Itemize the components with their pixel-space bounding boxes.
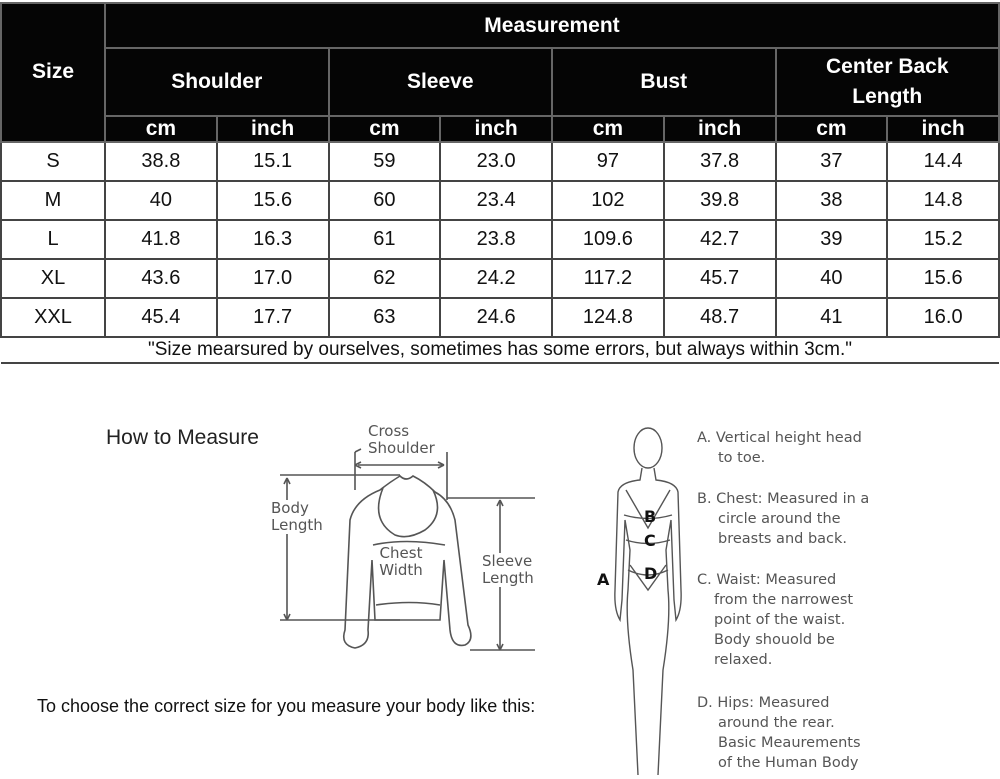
table-row: S 38.8 15.1 59 23.0 97 37.8 37 14.4 [0, 141, 1000, 182]
chest-width-label: Chest Width [379, 544, 423, 579]
value-cell: 24.6 [439, 297, 553, 338]
table-row: L 41.8 16.3 61 23.8 109.6 42.7 39 15.2 [0, 219, 1000, 260]
value-cell: 37.8 [662, 141, 777, 182]
unit-header: cm [104, 115, 218, 143]
size-cell: M [0, 180, 106, 221]
legend-text: from the narrowest point of the waist. B… [714, 592, 854, 668]
legend-text: around the rear. Basic Meaurements of th… [718, 715, 861, 771]
value-cell: 15.6 [215, 180, 330, 221]
value-cell: 102 [551, 180, 665, 221]
group-header: Bust [551, 47, 777, 117]
size-note: "Size mearsured by ourselves, sometimes … [1, 336, 999, 364]
unit-header: cm [327, 115, 442, 143]
size-table: Size Measurement Shoulder Sleeve Bust Ce… [0, 2, 1000, 364]
size-cell: XL [0, 258, 106, 299]
value-cell: 124.8 [551, 297, 665, 338]
value-cell: 37 [774, 141, 889, 182]
value-cell: 15.2 [886, 219, 1000, 260]
sleeve-length-label: Sleeve Length [482, 553, 542, 587]
value-cell: 62 [327, 258, 442, 299]
group-header: Shoulder [104, 47, 330, 117]
legend-b: B. Chest: Measured in a circle around the… [697, 489, 897, 549]
value-cell: 43.6 [104, 258, 218, 299]
size-cell: L [0, 219, 106, 260]
value-cell: 97 [551, 141, 665, 182]
value-cell: 109.6 [551, 219, 665, 260]
value-cell: 16.0 [886, 297, 1000, 338]
legend-a: A. Vertical height head to toe. [697, 428, 897, 468]
legend-d: D. Hips: Measured around the rear. Basic … [697, 693, 897, 773]
value-cell: 40 [104, 180, 218, 221]
value-cell: 14.4 [886, 141, 1000, 182]
value-cell: 48.7 [662, 297, 777, 338]
legend-text: to toe. [718, 450, 766, 466]
value-cell: 23.4 [439, 180, 553, 221]
body-length-label: Body Length [271, 500, 331, 534]
body-figure-diagram [614, 427, 682, 776]
table-row: M 40 15.6 60 23.4 102 39.8 38 14.8 [0, 180, 1000, 221]
legend-head: D. Hips: Measured [697, 695, 830, 711]
unit-header: cm [774, 115, 889, 143]
size-cell: XXL [0, 297, 106, 338]
unit-header: inch [886, 115, 1000, 143]
value-cell: 24.2 [439, 258, 553, 299]
measurement-header: Measurement [104, 2, 1000, 49]
table-row: XL 43.6 17.0 62 24.2 117.2 45.7 40 15.6 [0, 258, 1000, 299]
value-cell: 14.8 [886, 180, 1000, 221]
value-cell: 60 [327, 180, 442, 221]
legend-head: C. Waist: Measured [697, 572, 837, 588]
size-cell: S [0, 141, 106, 182]
sweater-diagram [280, 448, 535, 651]
value-cell: 15.6 [886, 258, 1000, 299]
legend-c: C. Waist: Measured from the narrowest poi… [697, 570, 897, 670]
value-cell: 41.8 [104, 219, 218, 260]
value-cell: 23.8 [439, 219, 553, 260]
choose-size-text: To choose the correct size for you measu… [37, 696, 536, 716]
group-header: Center Back Length [774, 47, 1000, 117]
size-header: Size [0, 2, 106, 143]
marker-c: C [644, 531, 656, 550]
table-row: XXL 45.4 17.7 63 24.6 124.8 48.7 41 16.0 [0, 297, 1000, 338]
value-cell: 117.2 [551, 258, 665, 299]
marker-d: D [644, 564, 658, 583]
value-cell: 59 [327, 141, 442, 182]
legend-head: B. Chest: Measured in a [697, 491, 870, 507]
cross-shoulder-label: Cross Shoulder [368, 422, 435, 457]
value-cell: 45.7 [662, 258, 777, 299]
value-cell: 17.7 [215, 297, 330, 338]
unit-header: cm [551, 115, 665, 143]
marker-b: B [644, 507, 657, 526]
value-cell: 41 [774, 297, 889, 338]
unit-header: inch [215, 115, 330, 143]
legend-head: A. Vertical height head [697, 430, 862, 446]
value-cell: 23.0 [439, 141, 553, 182]
marker-a: A [597, 570, 610, 589]
value-cell: 15.1 [215, 141, 330, 182]
unit-header: inch [439, 115, 553, 143]
value-cell: 16.3 [215, 219, 330, 260]
value-cell: 38.8 [104, 141, 218, 182]
value-cell: 39 [774, 219, 889, 260]
value-cell: 63 [327, 297, 442, 338]
value-cell: 38 [774, 180, 889, 221]
value-cell: 39.8 [662, 180, 777, 221]
group-header: Sleeve [327, 47, 553, 117]
value-cell: 42.7 [662, 219, 777, 260]
value-cell: 45.4 [104, 297, 218, 338]
value-cell: 40 [774, 258, 889, 299]
how-to-measure-title: How to Measure [106, 426, 259, 449]
value-cell: 61 [327, 219, 442, 260]
unit-header: inch [662, 115, 777, 143]
value-cell: 17.0 [215, 258, 330, 299]
legend-text: circle around the breasts and back. [718, 511, 848, 547]
